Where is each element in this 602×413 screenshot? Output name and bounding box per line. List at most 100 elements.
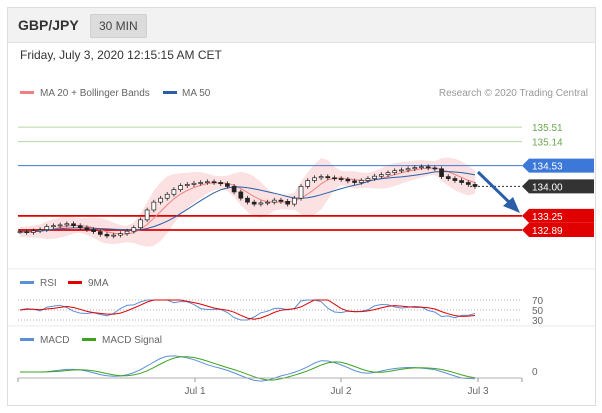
x-tick-label: Jul 1: [184, 386, 206, 397]
candle: [238, 189, 244, 201]
legend-9ma-swatch: [68, 281, 82, 284]
candle: [251, 199, 257, 207]
candle: [405, 166, 411, 173]
rsi-tick-30: 30: [532, 316, 544, 327]
candle: [231, 184, 237, 195]
candle: [459, 178, 464, 185]
candle: [84, 225, 90, 232]
candle: [44, 224, 50, 232]
legend-bb-swatch: [20, 91, 34, 94]
x-tick-label: Jul 2: [330, 386, 352, 397]
candle: [399, 167, 404, 174]
candle: [318, 174, 324, 181]
legend-macd-signal-label: MACD Signal: [102, 335, 162, 346]
candle: [445, 174, 451, 181]
legend-bb-label: MA 20 + Bollinger Bands: [40, 88, 150, 99]
level-tag-133.25: 133.25: [522, 208, 594, 223]
candle: [291, 195, 297, 207]
candle: [332, 175, 337, 181]
svg-text:132.89: 132.89: [532, 226, 563, 237]
candle: [131, 225, 137, 234]
candle: [325, 174, 331, 181]
currency-pair-title: GBP/JPY: [18, 17, 79, 33]
macd-tick-0: 0: [532, 367, 538, 378]
x-tick-label: Jul 3: [467, 386, 489, 397]
candle: [378, 172, 384, 179]
candle: [178, 183, 183, 192]
macd-signal-line: [20, 356, 476, 381]
candle: [198, 180, 204, 186]
copyright-text: Research © 2020 Trading Central: [439, 88, 588, 99]
svg-text:134.00: 134.00: [532, 182, 563, 193]
candle: [124, 228, 130, 236]
candle: [472, 182, 478, 189]
candle: [97, 229, 103, 237]
candle: [312, 175, 317, 183]
candle: [465, 180, 471, 187]
candle: [151, 199, 157, 213]
candle: [265, 199, 270, 206]
candle: [211, 179, 217, 185]
legend-9ma-label: 9MA: [88, 278, 109, 289]
rsi-9ma-line: [19, 299, 476, 320]
candle: [171, 187, 177, 197]
level-label-135.51: 135.51: [532, 123, 563, 134]
candle: [164, 191, 170, 201]
candle: [205, 179, 210, 185]
candle: [144, 207, 150, 223]
candle: [439, 166, 444, 179]
rsi-line: [19, 299, 476, 321]
timeframe-button[interactable]: 30 MIN: [90, 14, 147, 38]
candle: [365, 176, 371, 183]
candle: [372, 173, 377, 181]
legend-macd-swatch: [20, 338, 34, 341]
candle: [17, 229, 23, 234]
candle: [432, 165, 438, 172]
candle: [71, 221, 76, 229]
candle: [385, 170, 391, 177]
svg-text:134.53: 134.53: [532, 162, 563, 173]
candle: [37, 227, 43, 234]
candle: [64, 221, 70, 228]
legend-rsi-swatch: [20, 281, 34, 284]
candle: [91, 227, 96, 234]
candle: [298, 184, 304, 201]
chart-header: GBP/JPY 30 MIN: [8, 8, 595, 43]
candle: [191, 180, 197, 187]
candle: [24, 229, 30, 235]
ma50-line: [19, 171, 476, 233]
legend-ma50-label: MA 50: [182, 88, 211, 99]
candle: [111, 232, 117, 239]
legend-macd-label: MACD: [40, 335, 69, 346]
candle: [118, 231, 123, 238]
chart-datetime: Friday, July 3, 2020 12:15:15 AM CET: [20, 48, 222, 62]
candle: [258, 200, 264, 207]
candle: [345, 177, 351, 184]
candle: [245, 195, 250, 205]
legend-rsi-label: RSI: [40, 278, 57, 289]
candle: [104, 232, 110, 239]
legend-ma50-swatch: [163, 91, 177, 94]
candle: [278, 197, 284, 204]
candle: [425, 164, 431, 171]
candle: [57, 222, 63, 229]
candle: [184, 182, 190, 188]
candle: [158, 195, 163, 205]
candle: [218, 180, 224, 187]
candle: [51, 223, 56, 229]
svg-text:133.25: 133.25: [532, 212, 563, 223]
candle: [31, 228, 36, 235]
forecast-arrow: [476, 170, 520, 213]
candle: [352, 178, 357, 185]
level-tag-134.00: 134.00: [522, 179, 594, 194]
legend-macd-signal-swatch: [82, 338, 96, 341]
candle: [452, 176, 458, 183]
candle: [138, 217, 143, 231]
rsi-tick-70: 70: [532, 296, 544, 307]
candle: [392, 168, 398, 176]
candle: [338, 176, 344, 182]
chart-widget: GBP/JPY 30 MIN Friday, July 3, 2020 12:1…: [7, 7, 596, 406]
candle: [77, 223, 83, 231]
candle: [225, 181, 230, 189]
